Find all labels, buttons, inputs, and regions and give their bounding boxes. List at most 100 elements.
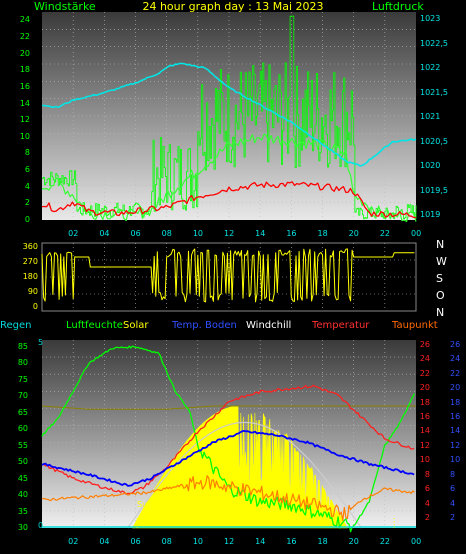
x-tick-label: 04 [99, 229, 110, 238]
soil-temp-tick-label: 8 [450, 469, 456, 479]
direction-tick-label: 90 [27, 287, 38, 296]
x-tick-label: 12 [224, 229, 235, 238]
humidity-tick-label: 50 [17, 457, 28, 467]
pressure-tick-label: 1023 [420, 14, 441, 24]
temp-tick-label: 18 [419, 397, 430, 407]
temp-tick-label: 12 [419, 440, 430, 450]
compass-label: W [436, 255, 447, 268]
humidity-tick-label: 80 [17, 358, 28, 368]
x-tick-label: 06 [130, 537, 141, 546]
wind-tick-label: 16 [19, 81, 30, 91]
temp-tick-label: 16 [419, 412, 430, 422]
pressure-tick-label: 1019 [420, 210, 441, 220]
temp-tick-label: 20 [419, 383, 430, 393]
dewpoint-line [41, 475, 415, 522]
sun-rise-annotation: Sun Rise [137, 500, 172, 509]
soil-temp-tick-label: 22 [450, 368, 461, 378]
pressure-tick-label: 1021 [420, 112, 441, 122]
wind-tick-label: 22 [19, 31, 30, 41]
pressure-tick-label: 1019,5 [420, 185, 448, 195]
direction-tick-label: 360 [22, 242, 38, 251]
soil-temp-tick-label: 16 [450, 412, 461, 422]
pressure-line [42, 62, 417, 167]
temp-tick-label: 14 [419, 426, 430, 436]
soil-temp-tick-label: 4 [450, 498, 456, 508]
humidity-tick-label: 35 [17, 506, 28, 516]
wind-tick-label: 0 [24, 215, 30, 224]
compass-label: N [436, 306, 445, 319]
x-tick-label: 20 [348, 537, 359, 546]
legend-item: Temperatur [312, 320, 370, 331]
x-tick-label: 22 [379, 537, 391, 546]
x-tick-label: 06 [130, 229, 141, 238]
wind-tick-label: 24 [19, 15, 30, 25]
temperature-line [41, 384, 415, 495]
wind-tick-label: 18 [19, 65, 30, 75]
soil-temp-tick-label: 12 [450, 440, 461, 450]
wind-direction-line [41, 248, 415, 303]
x-tick-label: 18 [317, 229, 328, 238]
humidity-tick-label: 75 [17, 374, 28, 384]
wind-tick-label: 6 [24, 165, 30, 175]
soil-temp-tick-label: 26 [450, 340, 461, 350]
compass-label: S [436, 272, 443, 285]
legend-item: Solar [123, 320, 149, 331]
soil-temp-line [41, 429, 415, 487]
humidity-tick-label: 85 [17, 341, 28, 351]
x-tick-label: 12 [224, 537, 235, 546]
temp-tick-label: 6 [424, 484, 430, 494]
x-tick-label: 16 [286, 537, 297, 546]
temp-tick-label: 8 [424, 469, 430, 479]
humidity-tick-label: 55 [17, 440, 28, 450]
humidity-tick-label: 65 [17, 407, 28, 417]
wind-tick-label: 8 [24, 148, 30, 158]
theoretical-solar-curve [127, 421, 362, 529]
temp-tick-label: 10 [419, 455, 430, 465]
legend-item: Taupunkt [392, 320, 438, 331]
x-tick-label: 18 [317, 537, 328, 546]
wind-gust-line [42, 15, 417, 220]
soil-temp-tick-label: 10 [450, 455, 461, 465]
temp-tick-label: 26 [419, 340, 430, 350]
pressure-tick-label: 1020,5 [420, 136, 448, 146]
compass-label: N [436, 238, 445, 251]
soil-temp-tick-label: 24 [450, 354, 461, 364]
pressure-tick-label: 1022,5 [420, 38, 448, 48]
temp-tick-label: 24 [419, 354, 430, 364]
humidity-tick-label: 30 [17, 523, 28, 532]
x-tick-label: 00 [411, 229, 422, 238]
direction-tick-label: 0 [32, 302, 38, 311]
rain-tick-label: 0 [38, 521, 44, 530]
pressure-tick-label: 1022 [420, 63, 441, 73]
x-tick-label: 02 [68, 229, 79, 238]
humidity-tick-label: 60 [17, 424, 28, 434]
x-tick-label: 02 [68, 537, 79, 546]
temp-tick-label: 4 [424, 498, 430, 508]
legend-item: Windchill [246, 320, 292, 331]
soil-temp-tick-label: 6 [450, 484, 456, 494]
x-tick-label: 14 [255, 229, 266, 238]
x-tick-label: 08 [161, 537, 172, 546]
temp-tick-label: 2 [424, 512, 430, 522]
wind-tick-label: 12 [19, 115, 30, 125]
x-tick-label: 04 [99, 537, 110, 546]
soil-temp-tick-label: 2 [450, 512, 456, 522]
wind-tick-label: 2 [24, 198, 30, 208]
soil-temp-tick-label: 14 [450, 426, 461, 436]
wind-axis-label: Windstärke [34, 0, 96, 13]
pressure-tick-label: 1020 [420, 161, 441, 171]
soil-temp-tick-label: 20 [450, 383, 461, 393]
wind-tick-label: 14 [19, 98, 30, 108]
x-tick-label: 10 [192, 229, 204, 238]
legend-item: Temp. Boden [172, 320, 237, 331]
humidity-tick-label: 40 [17, 490, 28, 500]
wind-tick-label: 20 [19, 48, 30, 58]
direction-tick-label: 270 [22, 257, 38, 266]
chart-title: 24 hour graph day : 13 Mai 2023 [142, 0, 324, 13]
soil-temp-tick-label: 18 [450, 397, 461, 407]
x-tick-label: 00 [411, 537, 422, 546]
x-tick-label: 16 [286, 229, 297, 238]
mean-wind-line [41, 181, 417, 219]
legend-item: Regen [0, 320, 32, 331]
